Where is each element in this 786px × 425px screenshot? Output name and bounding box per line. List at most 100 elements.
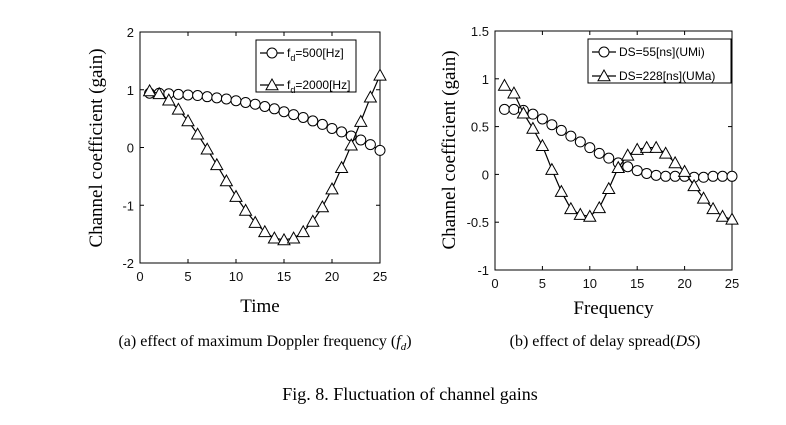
x-axis-label: Time [240,296,279,317]
data-point-marker [707,170,719,182]
y-tick-label: 0 [127,141,134,156]
y-tick-label: 1 [482,72,489,87]
data-point-marker [555,124,567,136]
data-point-marker [219,173,234,187]
data-point-marker [677,164,692,177]
data-point-marker [363,90,378,103]
data-point-marker [288,109,300,121]
data-point-marker [554,184,569,197]
data-point-marker [574,136,586,148]
data-point-marker [660,170,672,182]
data-point-marker [286,231,301,244]
data-point-marker [201,91,213,103]
data-point-marker [696,191,711,204]
data-point-marker [296,224,311,238]
data-point-marker [316,118,328,130]
data-point-marker [355,134,367,146]
legend: DS=55[ns](UMi) DS=228[ns](UMa) [587,38,732,84]
y-axis-label: Channel coefficient (gain) [86,48,107,247]
data-point-marker [364,139,376,151]
data-point-marker [181,113,195,127]
data-point-marker [297,111,309,123]
y-tick-label: 0.5 [471,120,489,135]
x-axis-label: Frequency [573,298,654,319]
data-point-marker [545,162,559,175]
data-point-marker [267,231,282,244]
data-point-marker [715,209,730,222]
data-point-marker [240,96,252,108]
series-line [504,85,733,220]
data-point-marker [182,89,194,101]
data-point-marker [277,232,291,246]
y-tick-label: 1 [127,83,134,98]
data-point-marker [161,93,176,106]
data-point-marker [278,106,290,118]
data-point-marker [315,199,330,213]
data-point-marker [209,157,224,171]
data-point-marker [631,165,643,177]
plot-area-frame [494,30,733,271]
data-point-marker [536,113,548,125]
x-tick-label: 5 [539,276,546,291]
data-point-marker [641,167,653,179]
data-point-marker [507,86,521,99]
y-tick-label: 2 [127,25,134,40]
data-point-marker [497,78,512,91]
data-point-marker [220,93,232,105]
data-point-marker [336,126,348,138]
data-point-marker [535,138,550,152]
data-point-marker [706,201,720,215]
data-point-marker [171,102,186,115]
data-point-marker [248,215,263,228]
y-tick-label: 1.5 [471,24,489,39]
x-tick-label: 25 [725,276,739,291]
data-point-marker [593,147,605,159]
data-point-marker [229,189,243,202]
data-point-marker [592,200,607,214]
legend-label: DS=55[ns](UMi) [619,45,705,59]
data-point-marker [152,86,167,100]
data-point-marker [687,178,701,192]
chart-panel-a: 0 5 10 15 20 25 -2 -1 0 1 2 Channel coefficient (ga… [86,25,412,353]
y-tick-label: 0 [482,167,489,182]
chart-panel-b: 0 5 10 15 20 25 -1 -0.5 0 0.5 1 1.5 Channel coeffici… [439,24,739,350]
data-point-marker [508,103,520,115]
data-point-marker [546,119,558,131]
y-tick-label: -2 [122,256,134,271]
data-point-marker [650,169,662,181]
data-point-marker [172,88,184,100]
data-point-marker [573,207,588,220]
x-tick-label: 20 [677,276,691,291]
data-point-marker [639,140,654,153]
y-axis-label: Channel coefficient (gain) [439,50,460,249]
x-tick-label: 10 [229,269,243,284]
x-tick-label: 10 [583,276,597,291]
data-point-marker [257,224,272,238]
legend-marker [265,77,279,91]
data-point-marker [200,142,215,155]
x-tick-label: 15 [630,276,644,291]
legend-label: fd=2000[Hz] [287,78,350,95]
x-tick-label: 5 [184,269,191,284]
data-point-marker [611,160,626,174]
legend-marker [266,47,278,59]
data-point-marker [563,201,578,215]
data-point-marker [334,160,349,174]
legend-marker [598,46,610,58]
data-point-marker [305,214,320,227]
data-point-marker [668,155,682,169]
data-point-marker [516,106,531,119]
series-triangle [142,68,387,246]
data-point-marker [603,152,615,164]
legend-label: fd=500[Hz] [287,46,344,63]
y-tick-label: -1 [477,263,489,278]
data-point-marker [238,203,253,216]
data-point-marker [584,142,596,154]
data-point-marker [142,83,157,97]
data-point-marker [373,68,387,81]
y-tick-label: -0.5 [467,215,489,230]
x-tick-label: 0 [491,276,498,291]
data-point-marker [192,90,204,102]
series-triangle [497,78,739,225]
y-tick-label: -1 [122,198,134,213]
